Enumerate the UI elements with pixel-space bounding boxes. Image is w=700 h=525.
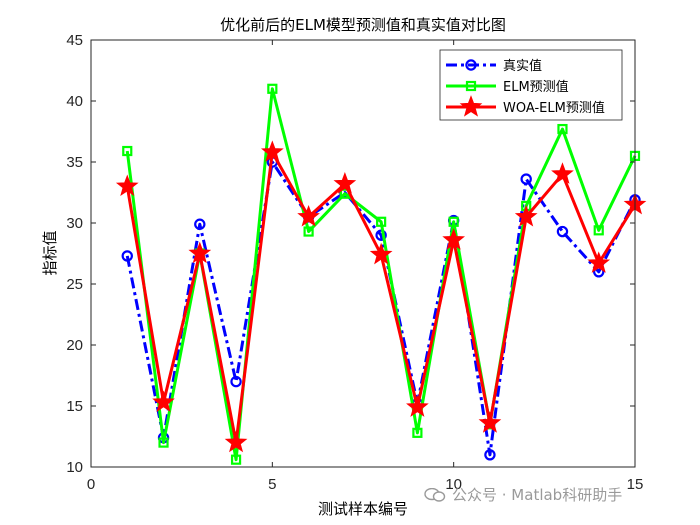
x-tick-label: 5 <box>268 476 276 493</box>
legend-label-true: 真实值 <box>503 58 542 74</box>
y-tick-label: 20 <box>66 337 83 354</box>
ticks-layer: 0 5 10 15 10 15 20 25 30 35 40 45 <box>66 32 643 493</box>
data-point-woa-elm <box>333 172 357 194</box>
data-point-woa-elm <box>188 241 212 264</box>
legend-items <box>446 59 496 117</box>
data-point-elm <box>593 225 604 236</box>
x-axis-label: 测试样本编号 <box>318 500 408 518</box>
data-point-woa-elm <box>514 204 538 227</box>
watermark-text: 公众号 · Matlab科研助手 <box>452 486 623 504</box>
chart-title: 优化前后的ELM模型预测值和真实值对比图 <box>220 16 506 34</box>
data-point-woa-elm <box>587 251 611 273</box>
y-tick-label: 35 <box>66 154 83 171</box>
data-point-woa-elm <box>406 395 429 417</box>
y-tick-label: 10 <box>66 459 83 476</box>
data-point-woa-elm <box>297 204 320 227</box>
series-layer <box>115 83 647 465</box>
legend-marker-elm <box>465 80 477 92</box>
wechat-icon <box>424 488 446 502</box>
data-point-elm <box>448 216 459 227</box>
legend-label-elm: ELM预测值 <box>503 79 569 95</box>
series-line-true <box>125 160 637 457</box>
data-point-elm <box>412 427 423 438</box>
data-point-elm <box>303 226 314 237</box>
data-point-woa-elm <box>152 390 175 412</box>
data-point-true <box>194 218 206 230</box>
data-point-true <box>556 225 569 238</box>
data-point-woa-elm <box>478 411 502 433</box>
data-point-true <box>121 250 133 262</box>
x-tick-label: 15 <box>627 476 644 493</box>
data-point-elm <box>267 83 278 94</box>
data-point-true <box>520 173 532 185</box>
data-point-true <box>484 449 496 461</box>
x-tick-label: 10 <box>445 476 462 493</box>
y-tick-label: 15 <box>66 398 83 415</box>
y-tick-label: 45 <box>66 32 83 49</box>
data-point-elm <box>230 454 242 465</box>
legend-marker-woa-elm <box>459 95 483 117</box>
data-point-woa-elm <box>260 140 284 162</box>
y-tick-label: 40 <box>66 93 83 110</box>
data-point-woa-elm <box>442 228 466 250</box>
data-point-woa-elm <box>551 162 574 184</box>
data-point-elm <box>122 145 133 157</box>
legend-marker-true <box>465 59 477 71</box>
data-point-woa-elm <box>115 174 139 197</box>
legend-label-woa-elm: WOA-ELM预测值 <box>503 100 605 116</box>
axes-box <box>90 39 636 468</box>
y-axis-label: 指标值 <box>41 230 59 275</box>
data-point-woa-elm <box>369 242 393 265</box>
data-point-woa-elm <box>224 430 248 453</box>
data-point-elm <box>557 123 568 135</box>
data-point-true <box>230 375 242 388</box>
y-tick-label: 25 <box>66 276 83 293</box>
data-point-elm <box>376 216 387 227</box>
data-point-elm <box>158 437 169 448</box>
y-tick-label: 30 <box>66 215 83 232</box>
legend: 真实值 ELM预测值 WOA-ELM预测值 <box>439 49 623 121</box>
watermark: 公众号 · Matlab科研助手 <box>424 484 622 505</box>
x-tick-label: 0 <box>87 476 95 493</box>
